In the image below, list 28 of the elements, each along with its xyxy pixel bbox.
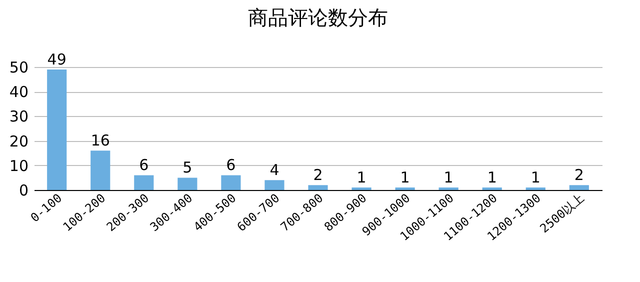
data-label: 5 (182, 158, 192, 177)
data-label: 4 (270, 161, 280, 180)
data-label: 2 (574, 166, 584, 184)
y-tick-label: 10 (9, 156, 28, 175)
data-label: 49 (47, 50, 66, 68)
bar (134, 175, 154, 190)
y-tick-label: 0 (18, 182, 28, 200)
bar (90, 150, 110, 190)
y-tick-label: 30 (9, 108, 28, 126)
bar (178, 178, 198, 190)
bar (569, 185, 589, 190)
data-label: 1 (530, 168, 540, 187)
bar (47, 69, 67, 190)
data-label: 6 (139, 156, 149, 174)
data-label: 6 (226, 156, 236, 174)
data-label: 1 (400, 168, 410, 187)
data-label: 1 (356, 168, 366, 187)
chart-title: 商品评论数分布 (248, 5, 388, 30)
y-tick-label: 50 (9, 58, 28, 76)
bar (264, 180, 284, 190)
y-tick-label: 40 (9, 83, 28, 102)
y-tick-label: 20 (9, 132, 28, 150)
bar (221, 175, 241, 190)
data-label: 2 (313, 166, 323, 184)
data-label: 16 (90, 132, 110, 150)
data-label: 1 (487, 168, 497, 187)
bar (308, 185, 328, 190)
data-label: 1 (444, 168, 454, 187)
